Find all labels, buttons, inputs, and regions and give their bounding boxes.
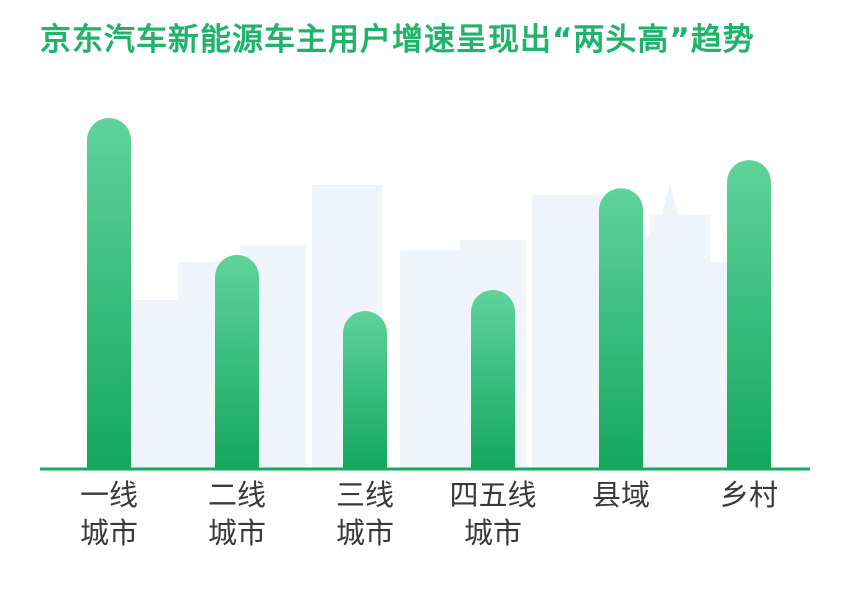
bar-0 <box>87 118 131 469</box>
skyline-spire <box>662 182 678 215</box>
bar-3 <box>471 289 515 469</box>
skyline-building <box>532 195 602 469</box>
category-label-5-0: 乡村 <box>720 478 778 512</box>
category-label-2-0: 三线 <box>336 478 394 512</box>
category-label-1-1: 城市 <box>208 516 266 550</box>
bars-group <box>87 118 771 470</box>
skyline-building <box>400 250 468 469</box>
category-label-0-0: 一线 <box>80 478 138 512</box>
category-label-4-0: 县域 <box>592 478 650 512</box>
bar-1 <box>215 254 259 469</box>
bar-5 <box>727 160 771 470</box>
bar-2 <box>343 311 387 469</box>
category-label-0-1: 城市 <box>80 516 138 550</box>
category-label-3-0: 四五线 <box>449 478 536 512</box>
category-label-2-1: 城市 <box>336 516 394 550</box>
category-label-3-1: 城市 <box>464 516 522 550</box>
chart-title: 京东汽车新能源车主用户增速呈现出“两头高”趋势 <box>40 22 755 58</box>
category-label-1-0: 二线 <box>208 478 266 512</box>
bar-4 <box>599 188 643 469</box>
